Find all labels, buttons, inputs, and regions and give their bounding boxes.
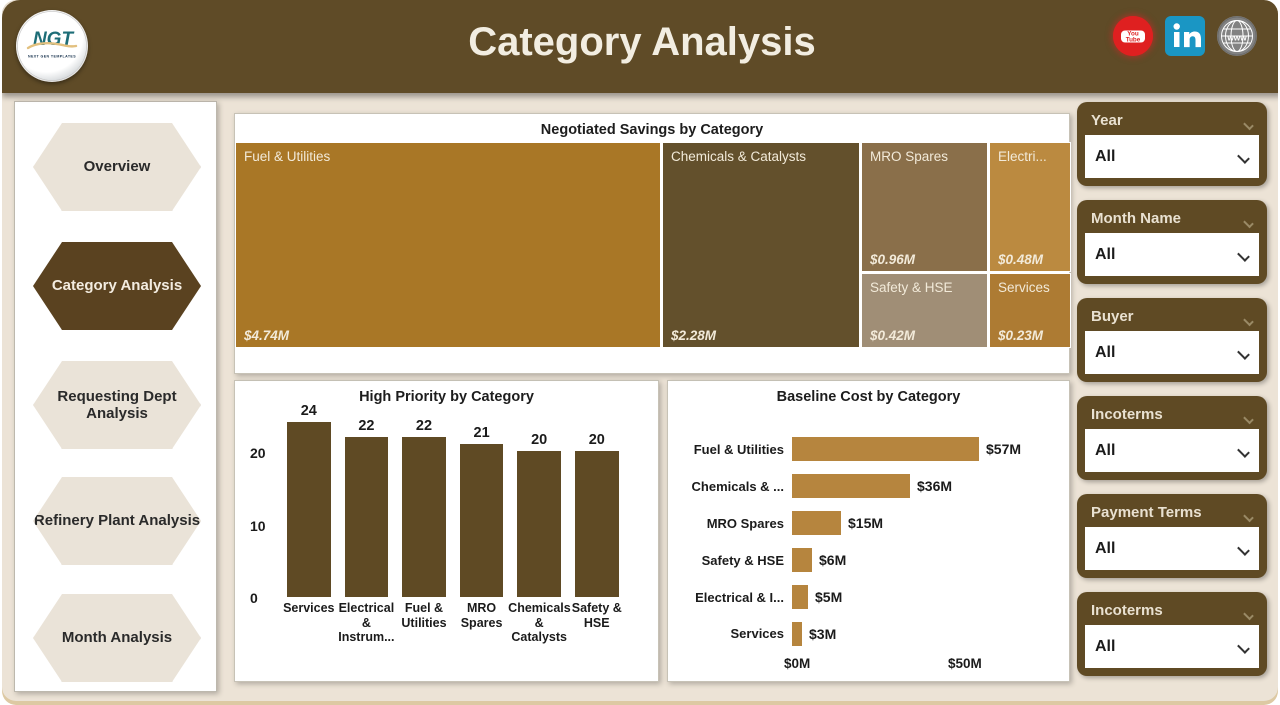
svg-text:NEXT GEN TEMPLATES: NEXT GEN TEMPLATES [28, 55, 76, 59]
svg-text:Tube: Tube [1126, 36, 1141, 43]
svg-text:www: www [1226, 32, 1247, 42]
